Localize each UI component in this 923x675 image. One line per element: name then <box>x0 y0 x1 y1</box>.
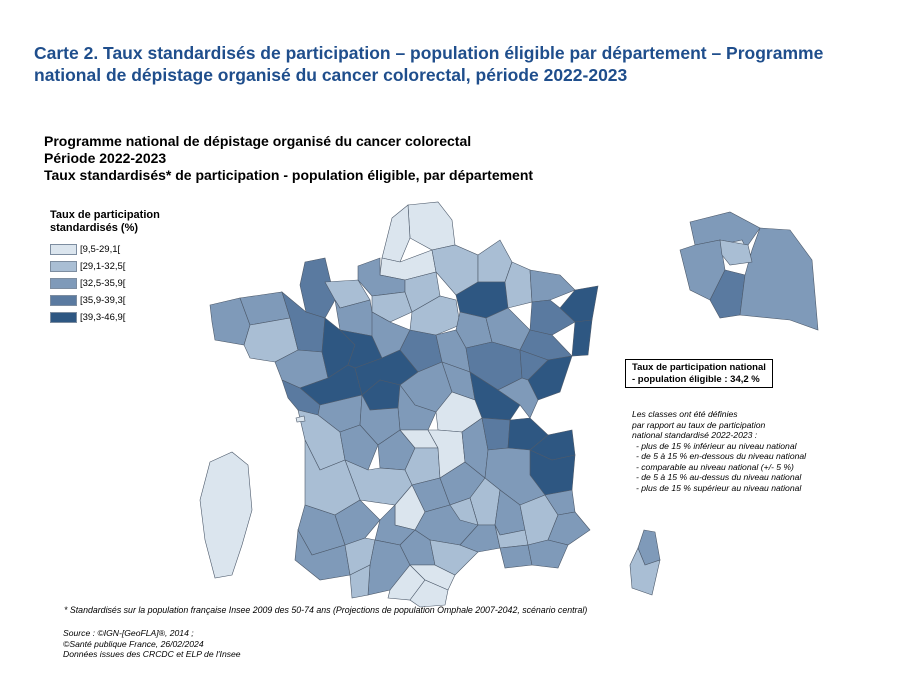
class-definition-note: Les classes ont été définies par rapport… <box>632 409 902 493</box>
class-intro-2: par rapport au taux de participation <box>632 419 766 430</box>
dept-charente[interactable] <box>339 424 379 471</box>
legend-title-line2: standardisés (%) <box>50 222 139 234</box>
corsica <box>629 529 661 596</box>
legend-swatch-5 <box>50 312 77 323</box>
source-line2: ©Santé publique France, 26/02/2024 <box>63 638 204 649</box>
dept-pas-de-calais[interactable] <box>381 204 411 263</box>
map-title-line1: Programme national de dépistage organisé… <box>44 133 472 149</box>
legend-label-4: [35,9-39,3[ <box>80 295 126 306</box>
legend-row-1: [9,5-29,1[ <box>50 241 190 258</box>
national-rate-box: Taux de participation national - populat… <box>625 359 773 388</box>
legend-row-5: [39,3-46,9[ <box>50 309 190 326</box>
national-rate-line1: Taux de participation national <box>632 362 766 373</box>
legend-title-line1: Taux de participation <box>50 209 160 221</box>
dept-haut-rhin[interactable] <box>571 319 593 357</box>
class-item-1: - plus de 15 % inférieur au niveau natio… <box>636 440 797 451</box>
dept-eure[interactable] <box>371 291 413 323</box>
class-item-4: - de 5 à 15 % au-dessus du niveau nation… <box>636 472 802 482</box>
class-item-3: - comparable au niveau national (+/- 5 %… <box>636 461 794 472</box>
legend-row-2: [29,1-32,5[ <box>50 258 190 275</box>
legend-row-4: [35,9-39,3[ <box>50 292 190 309</box>
dept-var[interactable] <box>527 539 569 569</box>
legend-row-3: [32,5-35,9[ <box>50 275 190 292</box>
inset-seine-et-marne[interactable] <box>739 227 819 331</box>
dept-bouches-du-rhone[interactable] <box>499 544 533 569</box>
dept-pyrenees-orientales[interactable] <box>409 579 449 608</box>
legend-label-2: [29,1-32,5[ <box>80 261 126 272</box>
map-title-block: Programme national de dépistage organisé… <box>44 133 644 184</box>
footnote: * Standardisés sur la population françai… <box>64 605 588 615</box>
legend-swatch-4 <box>50 295 77 306</box>
ile-de-france-inset <box>679 211 819 331</box>
dept-ile-de-re <box>295 415 306 423</box>
dept-overseas[interactable] <box>199 451 253 579</box>
dept-hautes-pyrenees[interactable] <box>349 564 371 599</box>
dept-lot-et-garonne[interactable] <box>334 499 381 546</box>
sources-block: Source : ©IGN-[GeoFLA]®, 2014 ; ©Santé p… <box>63 628 363 660</box>
legend-swatch-3 <box>50 278 77 289</box>
legend-label-5: [39,3-46,9[ <box>80 312 126 323</box>
map-title-line3: Taux standardisés* de participation - po… <box>44 167 534 183</box>
dept-alpes-maritimes[interactable] <box>547 511 591 546</box>
source-line3: Données issues des CRCDC et ELP de l'Ins… <box>63 649 241 659</box>
source-line1: Source : ©IGN-[GeoFLA]®, 2014 ; <box>63 628 194 638</box>
legend-title: Taux de participation standardisés (%) <box>50 209 190 235</box>
dept-aude[interactable] <box>409 564 456 591</box>
dept-moselle[interactable] <box>529 269 576 303</box>
legend-label-1: [9,5-29,1[ <box>80 244 121 255</box>
class-intro-1: Les classes ont été définies <box>632 409 738 419</box>
class-item-2: - de 5 à 15 % en-dessous du niveau natio… <box>636 451 807 461</box>
class-intro-3: national standardisé 2022-2023 : <box>632 430 758 440</box>
national-rate-line2: - population éligible : 34,2 % <box>632 374 760 385</box>
class-item-5: - plus de 15 % supérieur au niveau natio… <box>636 482 802 493</box>
legend-swatch-1 <box>50 244 77 255</box>
inset-val-d-oise[interactable] <box>689 211 761 246</box>
mainland-france <box>209 201 599 608</box>
main-title-line2: national de dépistage organisé du cancer… <box>34 65 628 85</box>
main-title: Carte 2. Taux standardisés de participat… <box>34 42 914 86</box>
inset-petite-couronne[interactable] <box>719 239 753 266</box>
map-legend: Taux de participation standardisés (%) [… <box>50 209 190 326</box>
legend-label-3: [32,5-35,9[ <box>80 278 126 289</box>
map-title-line2: Période 2022-2023 <box>44 150 167 166</box>
dept-corse-du-sud[interactable] <box>629 547 661 596</box>
overseas-territory <box>199 451 253 579</box>
dept-nord[interactable] <box>407 201 456 251</box>
main-title-line1: Carte 2. Taux standardisés de participat… <box>34 43 824 63</box>
legend-swatch-2 <box>50 261 77 272</box>
dept-dordogne[interactable] <box>344 459 413 506</box>
